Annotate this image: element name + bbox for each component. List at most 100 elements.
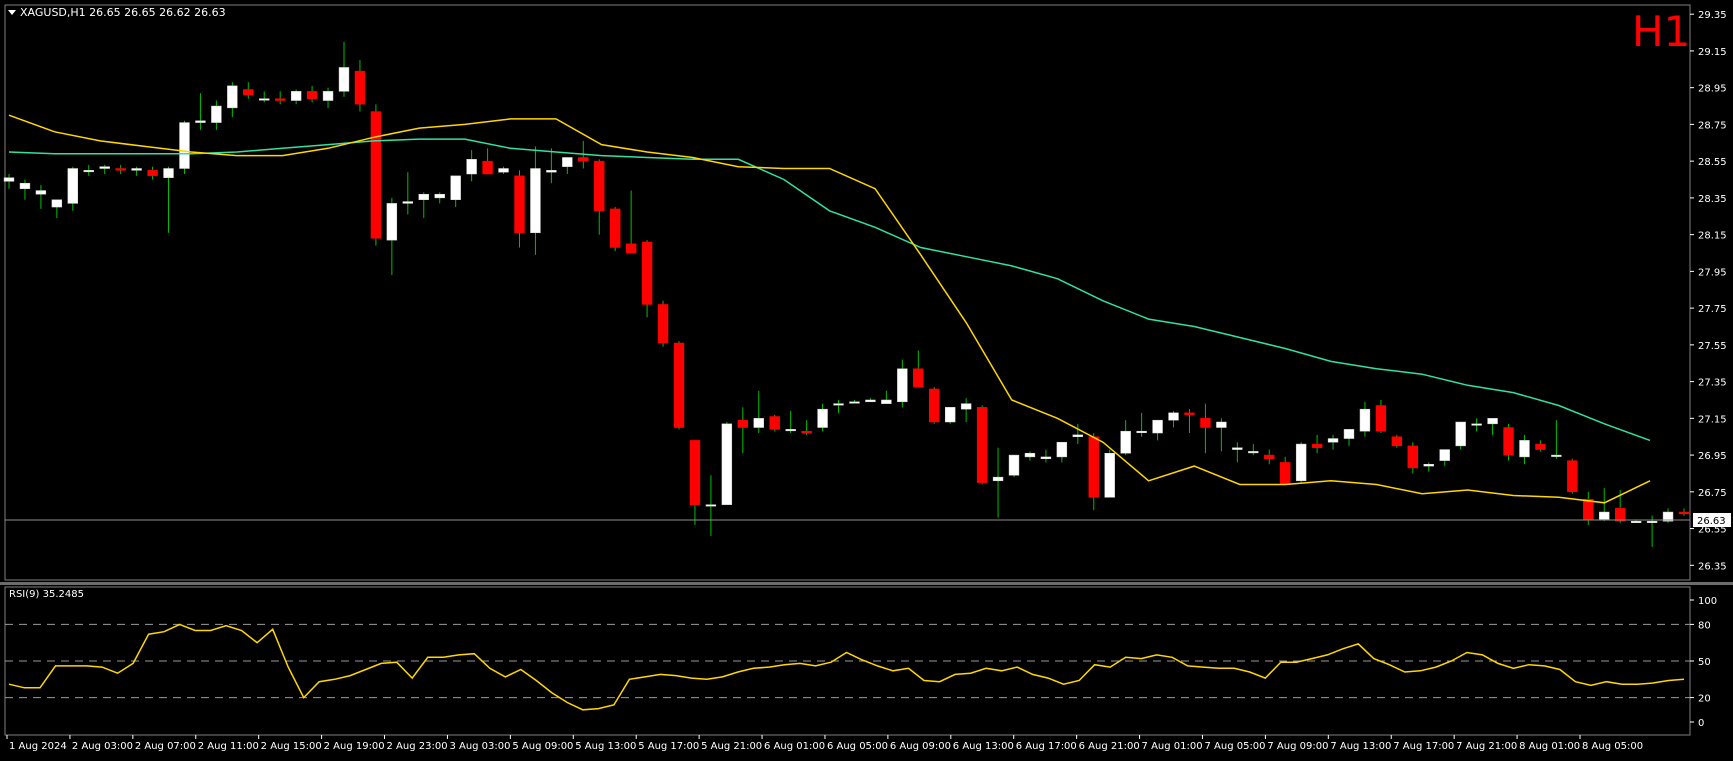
bear-candle	[929, 388, 940, 423]
bull-candle	[881, 399, 892, 404]
time-tick-label: 6 Aug 05:00	[827, 741, 888, 752]
bear-candle	[657, 304, 669, 344]
bear-candle	[1678, 511, 1690, 515]
bull-candle	[322, 91, 334, 101]
bear-candle	[1279, 462, 1291, 485]
bull-candle	[530, 168, 541, 234]
bull-candle	[386, 203, 398, 241]
bear-candle	[1088, 436, 1099, 498]
bull-candle	[259, 98, 270, 101]
bull-candle	[817, 408, 828, 428]
current-price-label: 26.63	[1697, 516, 1726, 527]
price-tick-label: 28.95	[1698, 84, 1727, 95]
time-tick-label: 1 Aug 2024	[9, 741, 67, 752]
bear-candle	[354, 70, 366, 105]
price-tick-label: 27.35	[1698, 378, 1727, 389]
bull-candle	[1152, 419, 1163, 434]
fast-moving-average-line	[8, 114, 1651, 504]
time-tick-label: 7 Aug 21:00	[1456, 741, 1517, 752]
price-tick-label: 27.55	[1698, 341, 1727, 352]
bull-candle	[290, 91, 302, 101]
bull-candle	[131, 168, 142, 171]
bull-candle	[1072, 434, 1084, 437]
bull-candle	[785, 429, 796, 432]
bull-candle	[19, 182, 31, 189]
bear-candle	[147, 170, 158, 177]
panel-separator[interactable]	[0, 582, 1733, 585]
bear-candle	[115, 168, 126, 171]
bear-candle	[1391, 436, 1403, 447]
time-tick-label: 5 Aug 21:00	[701, 741, 762, 752]
time-tick-label: 7 Aug 01:00	[1142, 741, 1203, 752]
bull-candle	[434, 193, 445, 199]
bull-candle	[1024, 452, 1036, 458]
bear-candle	[1375, 405, 1387, 432]
bear-candle	[274, 98, 286, 101]
bull-candle	[944, 407, 956, 423]
bear-candle	[578, 157, 589, 162]
bear-candle	[370, 111, 382, 239]
bear-candle	[306, 91, 318, 99]
price-tick-label: 26.55	[1698, 525, 1727, 536]
bull-candle	[562, 157, 573, 167]
price-tick-label: 28.55	[1698, 157, 1727, 168]
price-tick-label: 29.15	[1698, 47, 1727, 58]
bear-candle	[737, 419, 749, 428]
price-tick-label: 27.15	[1698, 414, 1727, 425]
bear-candle	[1567, 460, 1578, 493]
symbol-header: XAGUSD,H1 26.65 26.65 26.62 26.63	[20, 6, 226, 19]
bull-candle	[1630, 520, 1642, 523]
time-tick-label: 2 Aug 07:00	[135, 741, 196, 752]
bull-candle	[179, 122, 190, 169]
rsi-tick-label: 100	[1698, 596, 1717, 607]
bull-candle	[1248, 451, 1259, 454]
bear-candle	[913, 368, 924, 388]
price-tick-label: 27.95	[1698, 267, 1727, 278]
bull-candle	[450, 175, 461, 200]
bear-candle	[1503, 427, 1514, 456]
bull-candle	[99, 166, 110, 169]
price-tick-label: 28.35	[1698, 194, 1727, 205]
price-panel-frame	[4, 4, 1691, 581]
bull-candle	[1168, 412, 1179, 421]
bull-candle	[1136, 430, 1147, 433]
time-tick-label: 7 Aug 17:00	[1393, 741, 1454, 752]
price-tick-label: 28.15	[1698, 231, 1727, 242]
bull-candle	[466, 159, 477, 175]
bear-candle	[594, 160, 605, 212]
bear-candle	[243, 89, 254, 96]
bull-candle	[849, 401, 860, 404]
time-tick-label: 2 Aug 23:00	[387, 741, 448, 752]
bear-candle	[609, 208, 621, 248]
bear-candle	[769, 416, 780, 430]
time-tick-label: 6 Aug 01:00	[764, 741, 825, 752]
bull-candle	[1551, 454, 1562, 457]
time-tick-label: 6 Aug 09:00	[890, 741, 951, 752]
time-tick-label: 7 Aug 09:00	[1267, 741, 1328, 752]
time-tick-label: 5 Aug 17:00	[638, 741, 699, 752]
bear-candle	[625, 243, 637, 254]
bull-candle	[163, 168, 174, 178]
bull-candle	[1216, 421, 1227, 428]
bull-candle	[1295, 443, 1307, 482]
bull-candle	[753, 418, 764, 428]
rsi-tick-label: 80	[1698, 620, 1711, 631]
price-tick-label: 26.35	[1698, 561, 1727, 572]
symbol-menu-arrow-icon[interactable]	[8, 10, 16, 15]
bull-candle	[1040, 456, 1052, 460]
price-tick-label: 28.75	[1698, 120, 1727, 131]
time-tick-label: 6 Aug 17:00	[1016, 741, 1077, 752]
bull-candle	[833, 403, 844, 406]
bull-candle	[51, 199, 63, 208]
price-tick-label: 29.35	[1698, 10, 1727, 21]
bear-candle	[689, 440, 701, 505]
price-tick-label: 27.75	[1698, 304, 1727, 315]
timeframe-label: H1	[1632, 7, 1690, 56]
time-tick-label: 5 Aug 09:00	[512, 741, 573, 752]
bull-candle	[1104, 452, 1115, 498]
bull-candle	[1423, 464, 1434, 467]
time-tick-label: 8 Aug 05:00	[1582, 741, 1643, 752]
bear-candle	[1535, 443, 1546, 450]
